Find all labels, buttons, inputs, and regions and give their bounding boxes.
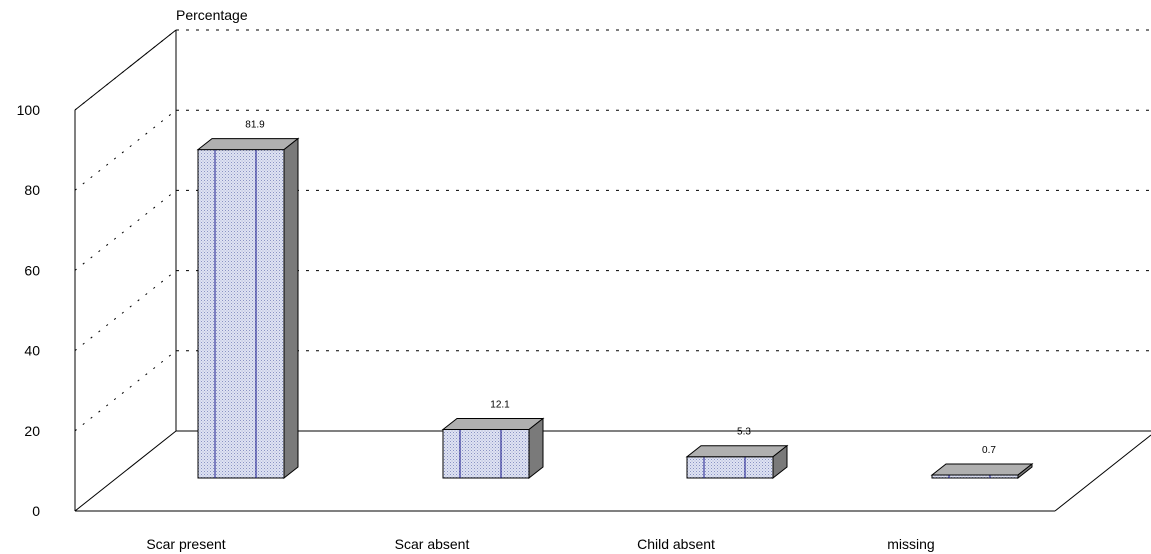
bar-side — [283, 137, 299, 480]
y-tick-label: 40 — [24, 343, 40, 359]
y-axis-title: Percentage — [176, 7, 248, 23]
y-tick-label: 80 — [24, 182, 40, 198]
plot-frame — [74, 29, 1151, 512]
gridline-diagonal — [74, 29, 177, 111]
y-tick-label: 20 — [24, 423, 40, 439]
category-label: Scar present — [146, 536, 225, 552]
bar-top — [196, 138, 300, 151]
gridline-diagonal — [74, 350, 177, 432]
bar: 81.9 — [196, 120, 300, 480]
bar-top — [930, 463, 1034, 476]
bar-front — [442, 428, 530, 479]
data-label: 81.9 — [245, 120, 265, 131]
y-tick-label: 0 — [32, 503, 40, 519]
bars: 81.9 12.1 5.3 0.7 — [196, 120, 1034, 480]
category-label: Child absent — [637, 536, 715, 552]
bar-top — [685, 445, 789, 458]
y-tick-label: 100 — [17, 102, 41, 118]
bar: 5.3 — [685, 427, 789, 480]
category-label: missing — [887, 536, 934, 552]
floor-left-edge — [74, 430, 177, 512]
y-tick-labels: 0 20 40 60 80 100 — [17, 102, 41, 519]
bar-side — [1017, 462, 1033, 480]
bar-side — [528, 417, 544, 480]
floor-right-edge — [1054, 434, 1151, 512]
data-label: 12.1 — [490, 399, 510, 410]
y-tick-label: 60 — [24, 262, 40, 278]
gridline-diagonal — [74, 270, 177, 351]
bar-front — [686, 456, 774, 479]
gridlines — [74, 29, 1151, 432]
bar-top — [441, 417, 545, 430]
bar-front — [197, 149, 285, 479]
bar: 12.1 — [441, 399, 545, 480]
bar-side — [772, 444, 788, 480]
category-label: Scar absent — [395, 536, 470, 552]
gridline-diagonal — [74, 190, 177, 271]
bar: 0.7 — [930, 445, 1034, 480]
category-labels: Scar present Scar absent Child absent missi… — [146, 536, 934, 552]
gridline-diagonal — [74, 109, 177, 191]
data-label: 5.3 — [737, 427, 751, 438]
data-label: 0.7 — [982, 445, 996, 456]
